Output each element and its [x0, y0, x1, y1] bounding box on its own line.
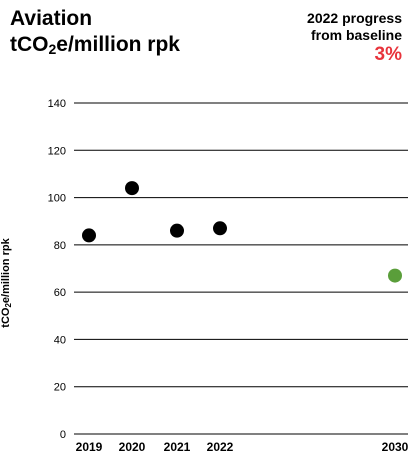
y-tick-label-80: 80 [54, 240, 66, 252]
data-point-2022 [213, 221, 227, 236]
x-tick-label-2030: 2030 [382, 440, 408, 454]
data-point-2030 [388, 268, 402, 283]
y-tick-label-100: 100 [48, 193, 66, 205]
y-tick-label-20: 20 [54, 382, 66, 394]
title-prefix: tCO [10, 33, 49, 56]
y-tick-label-0: 0 [60, 429, 66, 441]
y-tick-label-40: 40 [54, 334, 66, 346]
y-tick-label-140: 140 [48, 98, 66, 110]
data-point-2020 [125, 181, 139, 196]
data-point-2021 [170, 223, 184, 238]
progress-label-line2: from baseline [310, 27, 402, 43]
progress-value: 3% [374, 44, 402, 65]
chart-title-line1: Aviation [10, 7, 93, 30]
data-point-2019 [82, 228, 96, 243]
x-tick-label-2020: 2020 [119, 440, 146, 454]
x-tick-label-2019: 2019 [76, 440, 103, 454]
chart-title-line2: tCO2e/million rpk [10, 32, 180, 58]
chart-title: Aviation tCO2e/million rpk [10, 6, 180, 58]
x-tick-label-2021: 2021 [164, 440, 191, 454]
y-tick-label-60: 60 [54, 287, 66, 299]
title-subscript: 2 [48, 41, 57, 57]
x-tick-label-2022: 2022 [207, 440, 234, 454]
progress-label-line1: 2022 progress [307, 10, 402, 26]
y-tick-label-120: 120 [48, 145, 66, 157]
title-suffix: e/million rpk [56, 33, 180, 56]
progress-block: 2022 progress from baseline 3% [307, 10, 402, 66]
